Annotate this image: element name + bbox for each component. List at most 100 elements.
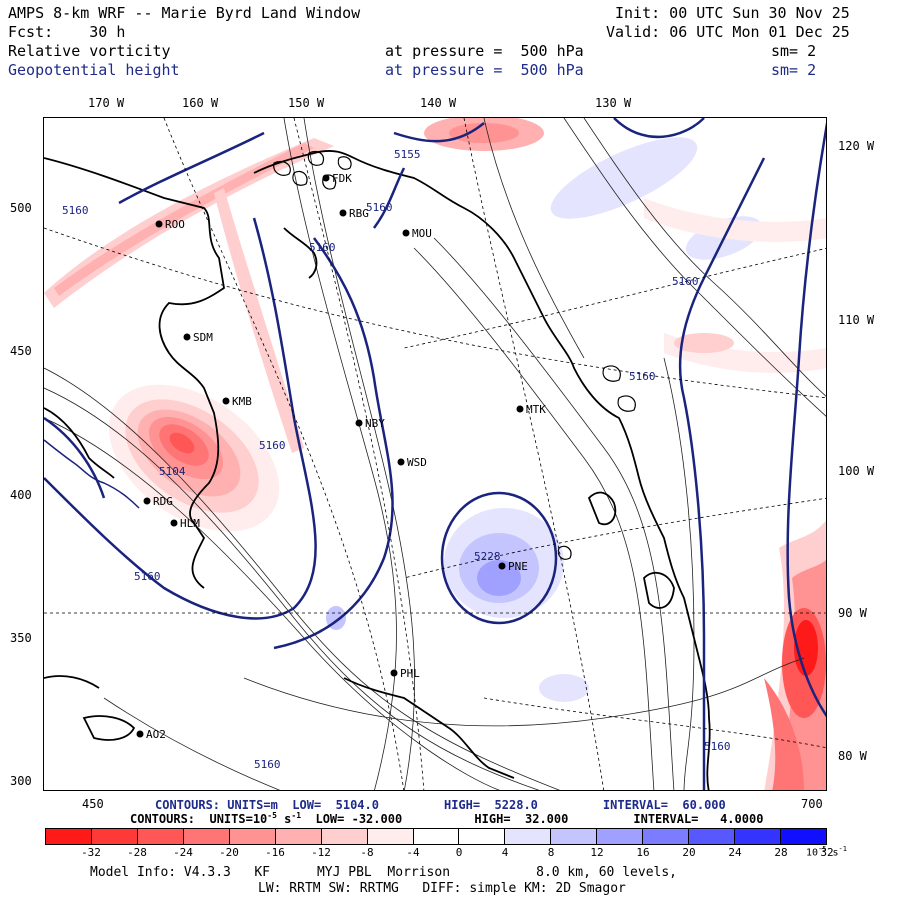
colorbar-label: -24 <box>173 846 193 859</box>
height-label: 5228 <box>474 550 501 563</box>
station-label: SDM <box>193 331 213 344</box>
valid-time: Valid: 06 UTC Mon 01 Dec 25 <box>606 23 850 41</box>
height-label: 5160 <box>672 275 699 288</box>
model-physics: LW: RRTM SW: RRTMG DIFF: simple KM: 2D S… <box>258 881 626 896</box>
left-tick-450: 450 <box>10 344 32 358</box>
field1-smoothing: sm= 2 <box>771 42 817 60</box>
colorbar-label: 32 <box>820 846 834 859</box>
station-marker <box>170 519 178 527</box>
station-label: RDG <box>153 495 173 508</box>
station-marker <box>402 229 410 237</box>
right-tick-110w: 110 W <box>838 313 875 327</box>
right-tick-100w: 100 W <box>838 464 875 478</box>
top-tick-130w: 130 W <box>595 96 632 110</box>
colorbar-label: -12 <box>311 846 331 859</box>
colorbar-swatch <box>91 829 138 844</box>
station-label: PNE <box>508 560 528 573</box>
colorbar-swatch <box>229 829 276 844</box>
station-label: AO2 <box>146 728 166 741</box>
station-label: PHL <box>400 667 420 680</box>
top-tick-150w: 150 W <box>288 96 325 110</box>
top-tick-170w: 170 W <box>88 96 125 110</box>
station-label: MOU <box>412 227 432 240</box>
islands <box>273 150 636 560</box>
station-marker <box>183 333 191 341</box>
vorticity-contour-info: CONTOURS: UNITS=10-5 s-1 LOW= -32.000 HI… <box>130 811 764 826</box>
colorbar-swatch <box>781 829 826 844</box>
map-panel: 5160 5155 5160 5160 5160 5104 5160 5160 … <box>43 117 827 791</box>
station-label: NBY <box>365 417 385 430</box>
colorbar-swatch <box>689 829 736 844</box>
station-marker <box>222 397 230 405</box>
vorticity-shading <box>44 118 826 790</box>
vort-low: LOW= -32.000 <box>315 812 403 826</box>
height-label: 5160 <box>629 370 656 383</box>
right-tick-120w: 120 W <box>838 139 875 153</box>
height-label: 5160 <box>259 439 286 452</box>
height-contours <box>44 118 826 790</box>
station-marker <box>355 419 363 427</box>
colorbar-swatch <box>505 829 552 844</box>
vort-units-exp2: -1 <box>291 811 302 820</box>
station-marker <box>397 458 405 466</box>
colorbar-swatch <box>551 829 598 844</box>
colorbar <box>45 828 827 845</box>
left-tick-400: 400 <box>10 488 32 502</box>
station-marker <box>339 209 347 217</box>
height-contour-info: CONTOURS: UNITS=m LOW= 5104.0 HIGH= 5228… <box>155 798 726 812</box>
colorbar-label: 28 <box>774 846 788 859</box>
field2-level: at pressure = 500 hPa <box>385 61 584 79</box>
height-label: 5160 <box>309 241 336 254</box>
field2-smoothing: sm= 2 <box>771 61 817 79</box>
colorbar-swatch <box>275 829 322 844</box>
vort-interval: INTERVAL= 4.0000 <box>633 812 764 826</box>
top-tick-140w: 140 W <box>420 96 457 110</box>
colorbar-label: 24 <box>728 846 742 859</box>
station-marker <box>516 405 524 413</box>
station-marker <box>498 562 506 570</box>
colorbar-units: 10-5 s-1 <box>806 846 847 858</box>
colorbar-label: -28 <box>127 846 147 859</box>
height-label: 5155 <box>394 148 421 161</box>
top-tick-160w: 160 W <box>182 96 219 110</box>
height-label: 5160 <box>62 204 89 217</box>
height-label: 5160 <box>134 570 161 583</box>
field1-name: Relative vorticity <box>8 42 171 60</box>
colorbar-swatch <box>137 829 184 844</box>
forecast-hour: Fcst: 30 h <box>8 23 126 41</box>
colorbar-swatch <box>643 829 690 844</box>
field1-level: at pressure = 500 hPa <box>385 42 584 60</box>
bottom-tick-450: 450 <box>82 797 104 811</box>
station-label: MTK <box>526 403 546 416</box>
height-label: 5160 <box>254 758 281 771</box>
cbar-units-exp2: -1 <box>838 845 847 853</box>
vort-units-prefix: CONTOURS: UNITS=10 <box>130 812 268 826</box>
left-tick-350: 350 <box>10 631 32 645</box>
colorbar-label: -32 <box>81 846 101 859</box>
cbar-units: 10 <box>806 847 819 859</box>
height-label: 5160 <box>366 201 393 214</box>
colorbar-label: 16 <box>636 846 650 859</box>
colorbar-label: -4 <box>406 846 420 859</box>
colorbar-label: -16 <box>265 846 285 859</box>
station-label: KMB <box>232 395 252 408</box>
colorbar-swatch <box>459 829 506 844</box>
right-tick-90w: 90 W <box>838 606 867 620</box>
height-label: 5104 <box>159 465 186 478</box>
station-label: ROO <box>165 218 185 231</box>
colorbar-swatch <box>413 829 460 844</box>
bottom-tick-700: 700 <box>801 797 823 811</box>
station-label: FDK <box>332 172 352 185</box>
colorbar-swatch <box>183 829 230 844</box>
station-label: WSD <box>407 456 427 469</box>
map-svg: 5160 5155 5160 5160 5160 5104 5160 5160 … <box>44 118 826 790</box>
station-label: HLM <box>180 517 200 530</box>
colorbar-swatch <box>735 829 781 844</box>
station-marker <box>322 174 330 182</box>
colorbar-label: 20 <box>682 846 696 859</box>
stations: FDK RBG MOU ROO SDM KMB NBY MTK WSD RDG HLM PNE PHL A… <box>136 172 546 741</box>
cbar-units-exp: -5 <box>818 845 827 853</box>
right-tick-80w: 80 W <box>838 749 867 763</box>
colorbar-label: 0 <box>455 846 463 859</box>
station-marker <box>155 220 163 228</box>
